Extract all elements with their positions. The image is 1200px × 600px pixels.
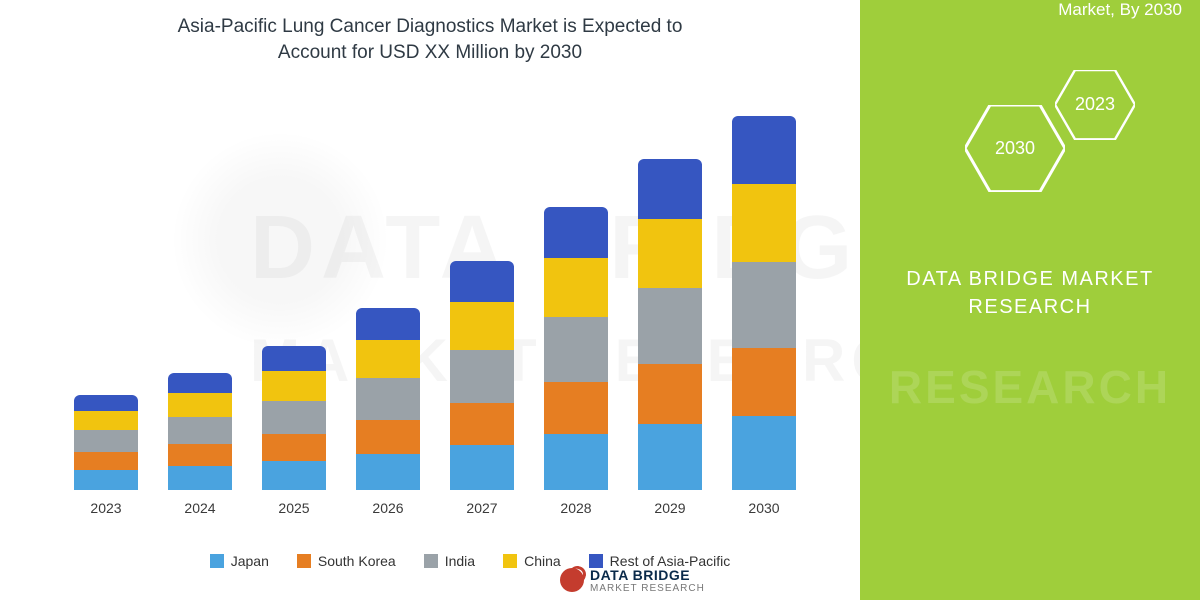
legend-swatch (424, 554, 438, 568)
seg-rest-of-asia-pacific (356, 308, 420, 340)
legend-label: Japan (231, 553, 269, 569)
seg-china (262, 371, 326, 401)
xlabel: 2023 (74, 490, 138, 516)
hex-label: 2030 (965, 105, 1065, 192)
seg-rest-of-asia-pacific (168, 373, 232, 393)
seg-china (544, 258, 608, 317)
bar-2026: 2026 (356, 308, 420, 490)
seg-japan (74, 470, 138, 490)
seg-rest-of-asia-pacific (74, 395, 138, 411)
legend-label: China (524, 553, 561, 569)
legend-label: India (445, 553, 475, 569)
right-brand-line2: RESEARCH (968, 296, 1091, 318)
xlabel: 2024 (168, 490, 232, 516)
seg-china (450, 302, 514, 350)
seg-south-korea (262, 434, 326, 461)
seg-china (168, 393, 232, 417)
seg-south-korea (638, 364, 702, 424)
legend-swatch (210, 554, 224, 568)
seg-india (356, 378, 420, 420)
legend-swatch (503, 554, 517, 568)
right-panel-title: Market, By 2030 (882, 0, 1182, 20)
footer-logo-brand: DATA BRIDGE (590, 567, 690, 583)
hex-label: 2023 (1055, 70, 1135, 140)
seg-japan (638, 424, 702, 490)
seg-japan (262, 461, 326, 490)
chart-title-line2: Account for USD XX Million by 2030 (278, 42, 582, 63)
right-brand: DATA BRIDGE MARKET RESEARCH (860, 265, 1200, 321)
footer-logo-icon (560, 568, 584, 592)
footer-logo-text: DATA BRIDGE MARKET RESEARCH (590, 567, 705, 594)
seg-india (638, 288, 702, 364)
xlabel: 2025 (262, 490, 326, 516)
seg-india (74, 430, 138, 452)
bar-2024: 2024 (168, 373, 232, 490)
right-watermark: RESEARCH (860, 360, 1200, 414)
legend-label: South Korea (318, 553, 396, 569)
xlabel: 2029 (638, 490, 702, 516)
right-brand-line1: DATA BRIDGE MARKET (906, 268, 1153, 290)
chart-title-line1: Asia-Pacific Lung Cancer Diagnostics Mar… (178, 16, 683, 37)
seg-rest-of-asia-pacific (638, 159, 702, 219)
legend-item-china: China (503, 553, 561, 569)
seg-rest-of-asia-pacific (544, 207, 608, 258)
seg-china (732, 184, 796, 262)
footer-logo-sub: MARKET RESEARCH (590, 583, 705, 594)
bar-2028: 2028 (544, 207, 608, 490)
seg-china (356, 340, 420, 378)
xlabel: 2030 (732, 490, 796, 516)
seg-south-korea (74, 452, 138, 470)
right-panel: Market, By 2030 20302023 DATA BRIDGE MAR… (860, 0, 1200, 600)
legend-item-south-korea: South Korea (297, 553, 396, 569)
xlabel: 2026 (356, 490, 420, 516)
bar-2030: 2030 (732, 116, 796, 490)
bar-2027: 2027 (450, 261, 514, 490)
bar-2023: 2023 (74, 395, 138, 490)
seg-japan (732, 416, 796, 490)
footer-logo: DATA BRIDGE MARKET RESEARCH (560, 568, 820, 592)
seg-china (638, 219, 702, 288)
seg-rest-of-asia-pacific (732, 116, 796, 184)
legend-item-india: India (424, 553, 475, 569)
seg-japan (356, 454, 420, 490)
xlabel: 2027 (450, 490, 514, 516)
seg-india (732, 262, 796, 348)
chart-title: Asia-Pacific Lung Cancer Diagnostics Mar… (60, 14, 800, 65)
seg-south-korea (544, 382, 608, 434)
seg-rest-of-asia-pacific (262, 346, 326, 371)
seg-south-korea (732, 348, 796, 416)
seg-south-korea (356, 420, 420, 454)
seg-japan (450, 445, 514, 490)
seg-japan (168, 466, 232, 490)
chart-panel: Asia-Pacific Lung Cancer Diagnostics Mar… (0, 0, 860, 600)
hex-2030: 2030 (965, 105, 1065, 192)
legend-item-japan: Japan (210, 553, 269, 569)
hex-2023: 2023 (1055, 70, 1135, 140)
seg-south-korea (168, 444, 232, 466)
seg-japan (544, 434, 608, 490)
xlabel: 2028 (544, 490, 608, 516)
seg-rest-of-asia-pacific (450, 261, 514, 302)
legend-swatch (297, 554, 311, 568)
chart-area: 2023 2024 2025 2026 2027 2028 2029 2030 (60, 90, 810, 490)
bar-2029: 2029 (638, 159, 702, 490)
seg-india (168, 417, 232, 444)
seg-india (544, 317, 608, 382)
seg-india (450, 350, 514, 403)
seg-india (262, 401, 326, 434)
seg-south-korea (450, 403, 514, 445)
bar-2025: 2025 (262, 346, 326, 490)
seg-china (74, 411, 138, 430)
